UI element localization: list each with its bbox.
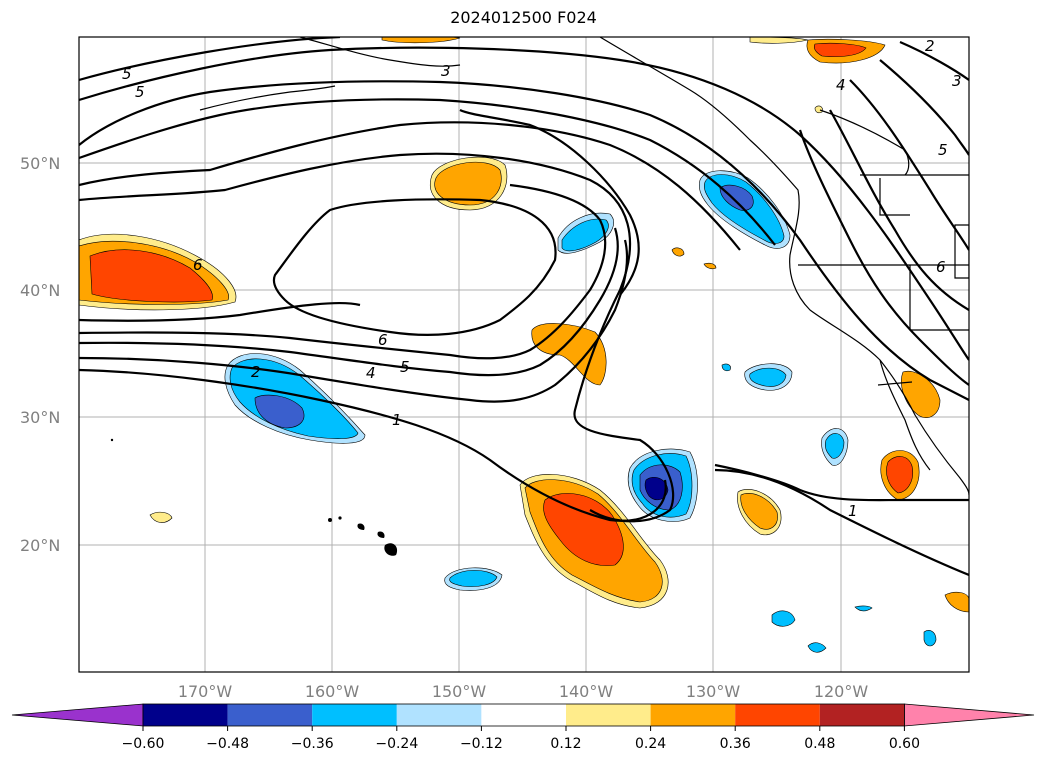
longitude-label: 170°W [178,682,233,701]
contour-label: 1 [848,502,858,520]
colorbar-segment [481,704,566,726]
colorbar-segment [143,704,228,726]
colorbar-segment [819,704,905,726]
contour-label: 2 [251,363,261,381]
contour-label: 6 [936,258,946,276]
colorbar-extend-left [11,703,144,727]
longitude-label: 120°W [814,682,869,701]
colorbar: −0.60 −0.48 −0.36 −0.24 −0.12 0.12 0.24 0.36 0.4… [11,703,1035,752]
contour-label: 6 [378,331,388,349]
latitude-label: 30°N [20,408,60,427]
colorbar-tick-label: −0.60 [122,736,165,752]
colorbar-extend-right [904,703,1035,727]
colorbar-outline [142,703,905,727]
colorbar-tick-label: −0.48 [206,736,249,752]
contour-label: 3 [441,62,451,80]
map-frame [78,36,970,673]
latitude-label: 40°N [20,281,60,300]
contour-label: 3 [952,72,962,90]
latitude-label: 50°N [20,154,60,173]
colorbar-segment [650,704,736,726]
colorbar-tick-label: 0.60 [889,736,920,752]
map-area [79,37,969,672]
colorbar-tick-label: 0.36 [720,736,751,752]
gridlines [79,37,969,672]
latitude-label: 20°N [20,536,60,555]
longitude-labels: 170°W 160°W 150°W 140°W 130°W 120°W [178,682,869,701]
contour-label: 5 [938,141,948,159]
colorbar-tick-label: 0.48 [804,736,835,752]
longitude-label: 130°W [686,682,741,701]
contour-outer-1 [79,37,341,82]
colorbar-segment [396,704,482,726]
colorbar-tick-label: −0.24 [375,736,418,752]
contour-label: 6 [193,256,203,274]
contour-lines [79,37,969,577]
positive-anomaly-fills [79,37,969,613]
longitude-label: 140°W [559,682,614,701]
colorbar-tick-label: 0.12 [550,736,581,752]
contour-label: 5 [400,358,410,376]
colorbar-tick-label: −0.12 [460,736,503,752]
map-title: 2024012500 F024 [450,8,597,27]
contour-label: 1 [392,411,402,429]
colorbar-segment [735,704,820,726]
latitude-labels: 50°N 40°N 30°N 20°N [20,154,60,555]
colorbar-segment [566,704,651,726]
contour-label: 2 [925,37,935,55]
colorbar-tick-label: 0.24 [635,736,666,752]
colorbar-segment [312,704,397,726]
contour-label: 4 [366,364,376,382]
contour-label: 4 [836,76,846,94]
longitude-label: 150°W [432,682,487,701]
islands [110,438,398,556]
longitude-label: 160°W [305,682,360,701]
colorbar-tick-label: −0.36 [291,736,334,752]
colorbar-segment [227,704,313,726]
contour-label: 5 [122,65,132,83]
contour-label-group: 5 5 3 2 3 4 5 6 6 6 2 4 5 1 1 [122,37,962,520]
contour-label: 5 [135,83,145,101]
